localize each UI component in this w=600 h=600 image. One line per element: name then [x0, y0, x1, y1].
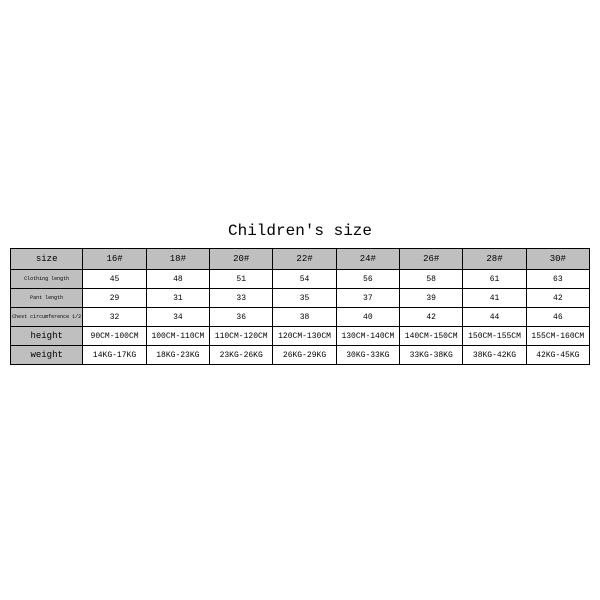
data-cell: 63: [526, 270, 589, 289]
data-cell: 51: [210, 270, 273, 289]
data-cell: 30KG-33KG: [336, 346, 399, 365]
header-cell: 24#: [336, 249, 399, 270]
row-label: Chest circumference 1/2: [11, 308, 83, 327]
data-cell: 41: [463, 289, 526, 308]
data-cell: 35: [273, 289, 336, 308]
data-cell: 42: [526, 289, 589, 308]
data-cell: 33: [210, 289, 273, 308]
header-cell: 16#: [83, 249, 146, 270]
data-cell: 56: [336, 270, 399, 289]
data-cell: 29: [83, 289, 146, 308]
data-cell: 61: [463, 270, 526, 289]
data-cell: 45: [83, 270, 146, 289]
row-label: Clothing length: [11, 270, 83, 289]
header-cell: 28#: [463, 249, 526, 270]
data-cell: 38: [273, 308, 336, 327]
data-cell: 58: [400, 270, 463, 289]
table-row: height 90CM-100CM 100CM-110CM 110CM-120C…: [11, 327, 590, 346]
row-label: height: [11, 327, 83, 346]
header-cell: 18#: [146, 249, 209, 270]
data-cell: 42KG-45KG: [526, 346, 589, 365]
data-cell: 110CM-120CM: [210, 327, 273, 346]
data-cell: 150CM-155CM: [463, 327, 526, 346]
data-cell: 54: [273, 270, 336, 289]
table-row: weight 14KG-17KG 18KG-23KG 23KG-26KG 26K…: [11, 346, 590, 365]
data-cell: 39: [400, 289, 463, 308]
header-cell: 26#: [400, 249, 463, 270]
header-cell: 20#: [210, 249, 273, 270]
data-cell: 26KG-29KG: [273, 346, 336, 365]
table-header-row: size 16# 18# 20# 22# 24# 26# 28# 30#: [11, 249, 590, 270]
data-cell: 38KG-42KG: [463, 346, 526, 365]
data-cell: 14KG-17KG: [83, 346, 146, 365]
data-cell: 34: [146, 308, 209, 327]
page-title: Children's size: [0, 222, 600, 240]
data-cell: 23KG-26KG: [210, 346, 273, 365]
table-row: Pant length 29 31 33 35 37 39 41 42: [11, 289, 590, 308]
data-cell: 155CM-160CM: [526, 327, 589, 346]
data-cell: 48: [146, 270, 209, 289]
data-cell: 100CM-110CM: [146, 327, 209, 346]
data-cell: 31: [146, 289, 209, 308]
data-cell: 140CM-150CM: [400, 327, 463, 346]
row-label: Pant length: [11, 289, 83, 308]
header-cell: 22#: [273, 249, 336, 270]
data-cell: 44: [463, 308, 526, 327]
data-cell: 33KG-38KG: [400, 346, 463, 365]
size-chart-table: size 16# 18# 20# 22# 24# 26# 28# 30# Clo…: [10, 248, 590, 365]
data-cell: 46: [526, 308, 589, 327]
table-row: Chest circumference 1/2 32 34 36 38 40 4…: [11, 308, 590, 327]
data-cell: 37: [336, 289, 399, 308]
header-cell: size: [11, 249, 83, 270]
data-cell: 90CM-100CM: [83, 327, 146, 346]
data-cell: 42: [400, 308, 463, 327]
data-cell: 130CM-140CM: [336, 327, 399, 346]
data-cell: 40: [336, 308, 399, 327]
header-cell: 30#: [526, 249, 589, 270]
data-cell: 32: [83, 308, 146, 327]
data-cell: 18KG-23KG: [146, 346, 209, 365]
data-cell: 120CM-130CM: [273, 327, 336, 346]
data-cell: 36: [210, 308, 273, 327]
table-row: Clothing length 45 48 51 54 56 58 61 63: [11, 270, 590, 289]
row-label: weight: [11, 346, 83, 365]
